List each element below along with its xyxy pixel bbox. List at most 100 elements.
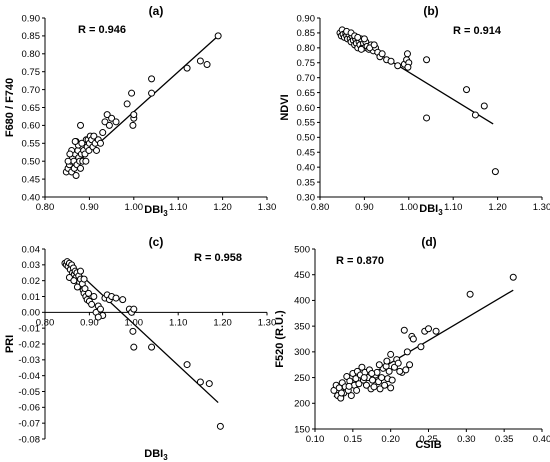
data-point [78,139,86,147]
data-point [345,382,353,390]
x-tick-label: 0.80 [311,202,330,213]
x-tick-label: 0.40 [533,434,550,445]
y-tick-label: -0.02 [18,339,40,350]
data-point [71,138,79,146]
data-point [394,62,402,70]
data-point [403,50,411,58]
y-tick-label: 0.70 [22,85,41,96]
data-point [385,367,393,375]
y-tick-label: -0.03 [18,355,40,366]
data-point [101,118,109,126]
y-tick-label: 0.90 [297,13,316,24]
x-tick-label: 1.00 [400,202,419,213]
data-point [471,111,479,119]
data-point [196,378,204,386]
data-point [94,313,102,321]
panel-c: -0.08 -0.07 -0.06 -0.05 -0.04 -0.03 -0.02 -0.01… [4,235,276,462]
data-point [368,369,376,377]
y-tick-label: 0.75 [22,67,41,78]
y-tick-label: 0.50 [22,157,41,168]
data-point [387,384,395,392]
y-tick-label: 0.70 [297,73,316,84]
data-point [90,132,98,140]
data-point [183,64,191,72]
data-point [73,283,81,291]
y-tick-label: 0.85 [297,28,316,39]
x-tick-label: 1.20 [213,202,232,213]
y-tick-label: 0.90 [22,13,41,24]
data-point [148,75,156,83]
data-point [196,57,204,65]
panel-b: 0.30 0.35 0.40 0.45 0.50 0.55 0.60 0.65 0.70 0.75… [279,4,550,217]
y-tick-label: 0.85 [22,31,41,42]
y-tick-label: 0.40 [297,162,316,173]
data-point [423,114,431,122]
y-axis-label: NDVI [279,94,291,120]
y-tick-label: 300 [294,347,310,358]
x-tick-label: 1.30 [258,317,277,328]
data-point [396,367,404,375]
x-tick-label: 0.10 [306,434,325,445]
data-point [77,267,85,275]
y-tick-label: 500 [294,244,310,255]
correlation-label: R = 0.870 [336,255,384,267]
data-point [387,350,395,358]
data-point [360,374,368,382]
data-point [64,157,72,165]
data-point [119,296,127,304]
x-tick-label: 1.10 [169,317,188,328]
data-point [80,275,88,283]
y-tick-label: 0.30 [297,192,316,203]
x-axis-label: DBI3 [144,204,168,218]
x-tick-label: 1.10 [444,202,463,213]
data-point [214,32,222,40]
y-tick-label: 0.50 [297,133,316,144]
data-point [112,118,120,126]
x-tick-label: 0.35 [495,434,514,445]
y-tick-label: 0.01 [22,292,41,303]
data-point [417,343,425,351]
x-tick-label: 1.20 [213,317,232,328]
x-tick-label: 0.80 [36,202,55,213]
y-tick-label: 450 [294,270,310,281]
trendline [64,259,219,404]
x-axis-label: DBI3 [144,448,168,462]
data-point [404,63,412,71]
y-tick-label: -0.08 [18,434,40,445]
data-point [148,343,156,351]
y-tick-label: -0.07 [18,418,40,429]
data-point [352,375,360,383]
data-point [378,50,386,58]
y-tick-label: 400 [294,296,310,307]
x-tick-label: 0.90 [80,317,99,328]
y-tick-label: -0.06 [18,403,40,414]
data-point [381,381,389,389]
y-tick-label: 0.75 [297,58,316,69]
data-point [353,386,361,394]
y-tick-label: 0.60 [297,103,316,114]
y-tick-label: 0.02 [22,276,41,287]
data-point [82,157,90,165]
x-tick-label: 0.25 [419,434,438,445]
correlation-label: R = 0.914 [453,25,502,37]
data-point [90,293,98,300]
panel-title: (d) [421,235,436,249]
data-point [347,392,355,400]
data-point [99,129,107,137]
y-tick-label: 0.80 [22,49,41,60]
data-point [406,361,414,369]
data-point [123,100,131,108]
data-point [370,383,378,391]
y-tick-label: 0.55 [297,118,316,129]
data-point [491,168,499,176]
data-point [77,121,85,129]
y-tick-label: 150 [294,424,310,435]
data-point [66,150,74,158]
y-tick-label: 0.45 [297,148,316,159]
x-tick-label: 0.30 [457,434,476,445]
data-point [370,41,378,49]
data-point [376,385,384,393]
data-point [129,121,137,129]
data-point [85,289,93,297]
y-tick-label: -0.01 [18,323,40,334]
